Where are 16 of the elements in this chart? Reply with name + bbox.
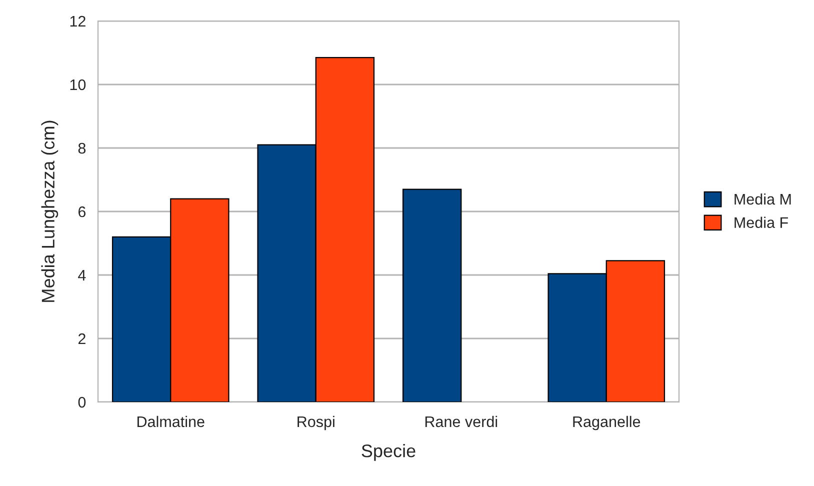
x-tick-label: Rospi	[298, 416, 334, 430]
y-tick-label: 8	[78, 142, 86, 154]
y-axis-title: Media Lunghezza (cm)	[41, 120, 58, 302]
x-axis-title: Specie	[362, 444, 416, 461]
legend-label: Media F	[734, 216, 788, 228]
x-tick-label: Raganelle	[573, 416, 640, 430]
y-tick-label: 2	[78, 333, 86, 344]
y-tick-label: 6	[78, 206, 86, 218]
y-tick-label: 10	[70, 79, 86, 90]
y-tick-label: 0	[78, 396, 86, 408]
legend-label: Media M	[734, 193, 791, 205]
y-tick-label: 4	[78, 270, 86, 281]
x-tick-label: Rane verdi	[425, 416, 498, 428]
x-tick-label: Dalmatine	[137, 416, 204, 428]
y-tick-label: 12	[70, 16, 86, 27]
bar	[402, 188, 462, 402]
